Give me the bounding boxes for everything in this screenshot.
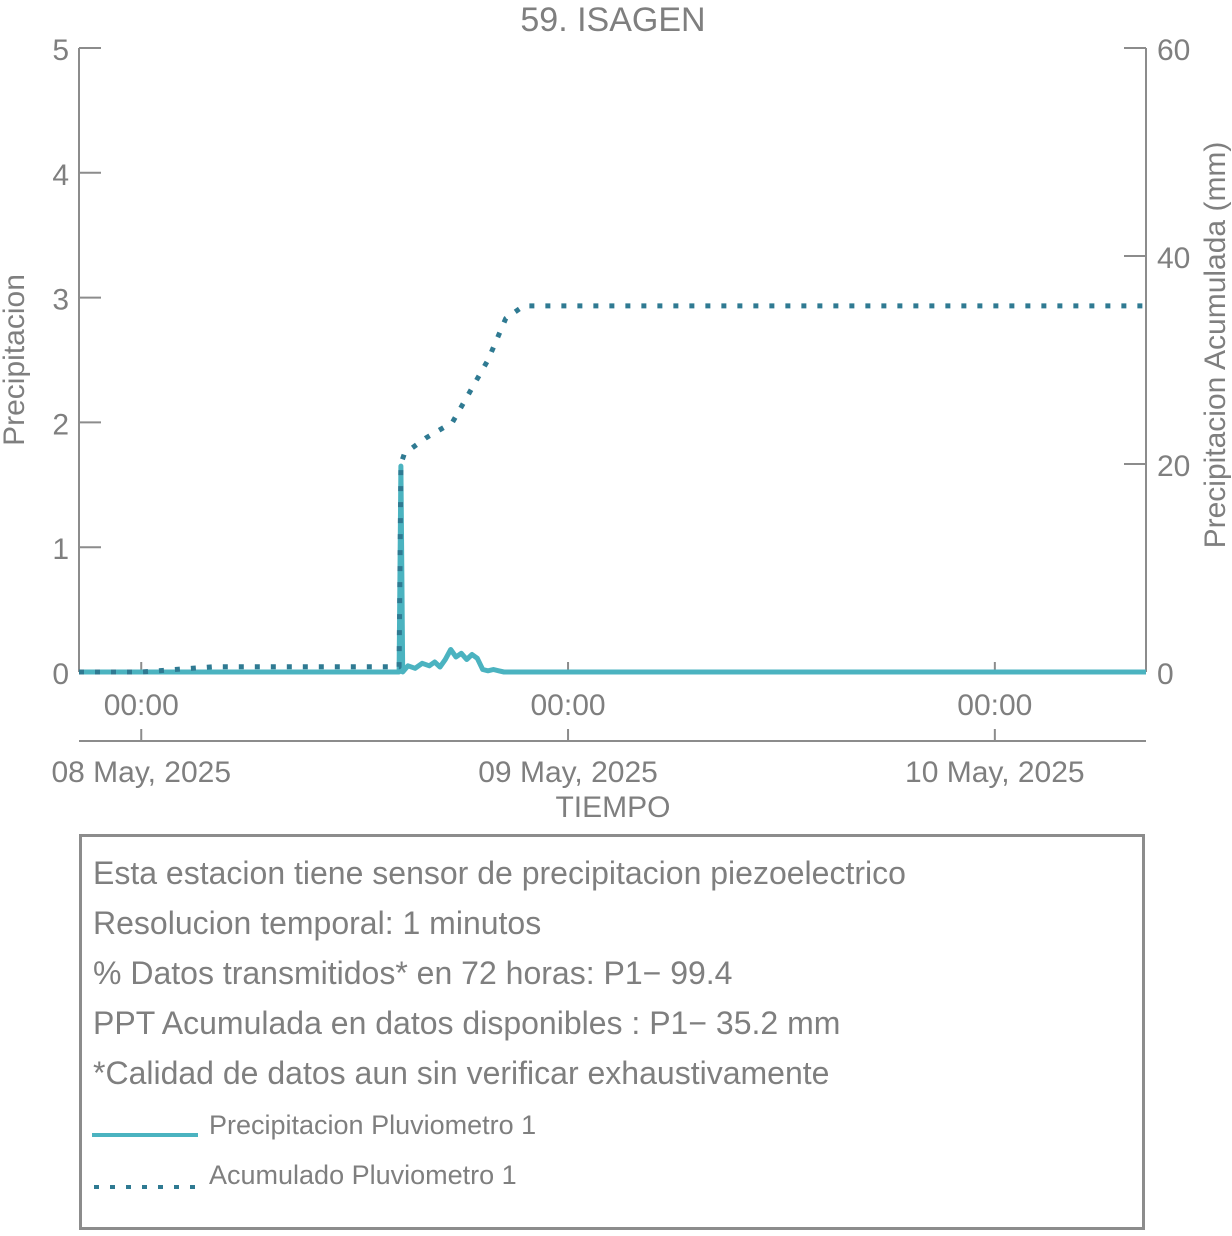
left-y-axis-label: Precipitacion — [0, 274, 31, 446]
left-y-ticks: 0 1 2 3 4 5 — [52, 34, 101, 691]
left-y-tick-label: 1 — [52, 533, 69, 566]
legend-dotted-swatch — [94, 1185, 198, 1189]
left-y-tick-label: 3 — [52, 284, 69, 317]
info-line-quality: *Calidad de datos aun sin verificar exha… — [93, 1055, 830, 1091]
right-y-ticks: 0 20 40 60 — [1124, 34, 1190, 691]
x-axis-label: TIEMPO — [555, 791, 670, 824]
info-line-transmitted: % Datos transmitidos* en 72 horas: P1− 9… — [93, 955, 733, 991]
series-layer — [79, 303, 1146, 675]
series-line-precipitation — [79, 463, 1146, 675]
left-y-tick-label: 5 — [52, 34, 69, 67]
legend-label-precipitation: Precipitacion Pluviometro 1 — [209, 1110, 537, 1140]
info-line-sensor: Esta estacion tiene sensor de precipitac… — [93, 855, 906, 891]
info-panel: Esta estacion tiene sensor de precipitac… — [79, 834, 1145, 1230]
x-ticks: 00:00 08 May, 2025 00:00 09 May, 2025 00:00 1… — [51, 662, 1085, 789]
x-tick-time-label: 00:00 — [957, 689, 1032, 722]
x-tick-time-label: 00:00 — [104, 689, 179, 722]
right-y-tick-label: 60 — [1157, 34, 1190, 67]
series-line-accumulated — [79, 303, 1146, 675]
info-line-resolution: Resolucion temporal: 1 minutos — [93, 905, 542, 941]
x-tick-date-label: 10 May, 2025 — [905, 756, 1085, 789]
x-tick-time-label: 00:00 — [531, 689, 606, 722]
x-tick-date-label: 09 May, 2025 — [478, 756, 658, 789]
left-y-tick-label: 2 — [52, 408, 69, 441]
left-y-tick-label: 0 — [52, 658, 69, 691]
right-y-tick-label: 0 — [1157, 658, 1174, 691]
legend-label-accumulated: Acumulado Pluviometro 1 — [209, 1160, 517, 1190]
x-tick-date-label: 08 May, 2025 — [51, 756, 231, 789]
right-y-axis-label: Precipitacion Acumulada (mm) — [1199, 142, 1232, 549]
chart-title: 59. ISAGEN — [520, 1, 705, 39]
right-y-tick-label: 40 — [1157, 242, 1190, 275]
left-y-tick-label: 4 — [52, 159, 69, 192]
info-line-accumulated: PPT Acumulada en datos disponibles : P1−… — [93, 1005, 841, 1041]
precipitation-chart: 59. ISAGEN 0 1 2 3 4 5 0 20 40 60 00:00 08 May, 2… — [0, 1, 1232, 824]
right-y-tick-label: 20 — [1157, 450, 1190, 483]
legend-solid-swatch — [92, 1133, 198, 1137]
